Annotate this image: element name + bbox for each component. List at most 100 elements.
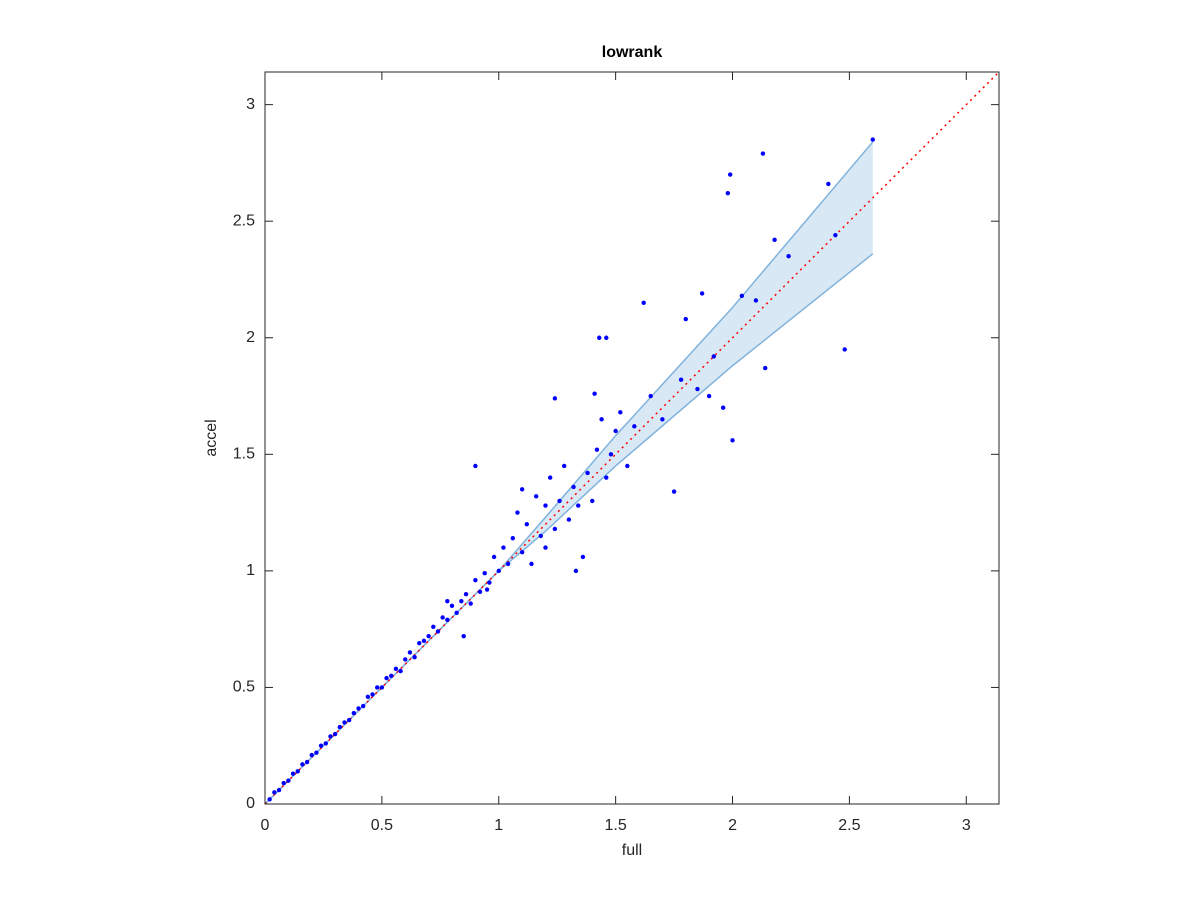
point [683,316,688,322]
point [632,424,637,429]
chart-title: lowrank [602,44,663,61]
point [671,489,677,494]
point [604,475,609,480]
point [699,291,705,296]
x-tick-label: 2 [728,817,737,834]
point [772,237,777,243]
x-axis-label: full [622,842,642,859]
point [346,717,352,723]
point [519,550,525,555]
point [360,703,366,709]
point [552,396,558,401]
point [552,526,558,532]
point [833,232,838,238]
point [753,298,759,303]
point [510,536,515,541]
point [533,494,539,499]
point [515,510,520,515]
point [351,710,357,716]
point [608,452,614,457]
point [592,391,597,396]
point [580,554,586,560]
point [660,417,665,422]
y-tick-label: 1 [246,562,255,579]
point [445,598,450,604]
y-tick-label: 3 [246,96,255,113]
point [267,797,272,802]
point [678,377,684,382]
point [332,731,338,737]
point [543,503,548,508]
x-tick-label: 0 [261,817,270,834]
y-tick-label: 2 [246,329,255,346]
point [342,720,347,725]
point [463,591,469,597]
point [625,463,630,469]
point [524,522,530,527]
point [842,347,847,352]
point [496,568,501,574]
point [318,743,324,748]
point [445,617,450,623]
x-tick-label: 1.5 [605,817,627,834]
point [337,724,343,730]
point [573,568,579,574]
point [604,335,609,340]
point [393,666,399,671]
point [290,771,296,776]
point [389,673,394,678]
point [720,405,726,410]
x-tick-label: 3 [962,817,971,834]
point [459,598,464,604]
point [711,354,717,359]
point [440,615,445,620]
point [870,137,875,142]
point [281,780,286,786]
point [309,752,314,758]
point [412,654,417,660]
point [590,498,595,504]
point [454,610,459,616]
point [618,410,623,415]
point [519,487,525,492]
point [477,589,483,595]
point [328,734,333,739]
point [421,638,427,644]
x-tick-label: 2.5 [838,817,860,834]
x-tick-label: 1 [494,817,503,834]
point [375,685,380,690]
point [272,790,277,795]
point [407,650,413,655]
x-tick-label: 0.5 [371,817,393,834]
point [468,601,473,606]
point [323,741,328,746]
axes-box [264,71,1000,805]
y-tick-label: 0.5 [233,679,255,696]
point [501,545,506,550]
point [543,545,548,550]
point [403,657,408,662]
point [295,769,300,774]
y-tick-label: 1.5 [233,446,255,463]
point [763,365,768,371]
point [648,393,653,399]
point [547,475,553,480]
point [379,685,385,690]
point [435,629,441,634]
point [370,692,375,697]
point [417,640,422,646]
point [300,762,305,767]
point [529,561,534,567]
point [314,750,319,755]
point [356,706,361,711]
point [473,463,478,469]
point [562,463,567,469]
point [571,484,576,490]
y-axis-label: accel [203,419,220,456]
point [276,787,282,793]
point [286,778,291,783]
point [641,300,646,305]
point [585,470,590,476]
point [566,517,572,522]
